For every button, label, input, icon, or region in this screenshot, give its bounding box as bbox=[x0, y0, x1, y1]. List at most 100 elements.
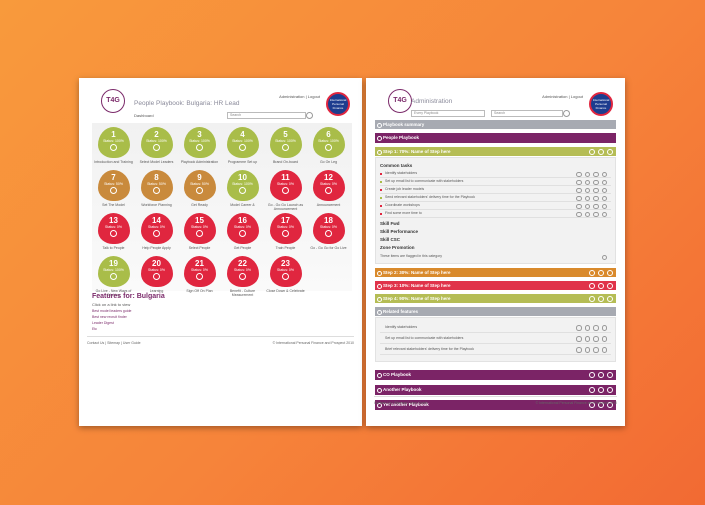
icon[interactable] bbox=[593, 195, 599, 201]
step-tile[interactable]: 16 Status: 0% Get People bbox=[221, 213, 264, 250]
step-tile[interactable]: 5 Status: 100% Brand On-board bbox=[264, 127, 307, 164]
icon[interactable] bbox=[598, 149, 604, 155]
icon[interactable] bbox=[576, 336, 582, 342]
icon[interactable] bbox=[593, 203, 599, 209]
icon[interactable] bbox=[593, 187, 599, 193]
icon[interactable] bbox=[593, 336, 599, 342]
task-text[interactable]: Send relevant stakeholders' delivery tim… bbox=[385, 195, 475, 199]
icon[interactable] bbox=[584, 179, 590, 185]
section-bar[interactable]: Step 1: 70%: Name of Step here bbox=[375, 147, 616, 156]
icon[interactable] bbox=[589, 296, 595, 302]
step-tile[interactable]: 3 Status: 100% Playbook Administration bbox=[178, 127, 221, 164]
icon[interactable] bbox=[576, 203, 582, 209]
icon[interactable] bbox=[601, 347, 607, 353]
icon[interactable] bbox=[607, 270, 613, 276]
step-tile[interactable]: 18 Status: 0% Go - Go Go for Go Live bbox=[307, 213, 350, 250]
icon[interactable] bbox=[576, 187, 582, 193]
subsection[interactable]: Zone Promotion bbox=[380, 245, 415, 250]
feature-link[interactable]: Etc bbox=[92, 327, 98, 331]
icon[interactable] bbox=[593, 179, 599, 185]
section-bar[interactable]: People Playbook bbox=[375, 133, 616, 143]
icon[interactable] bbox=[584, 187, 590, 193]
step-tile[interactable]: 10 Status: 100% Model Career & bbox=[221, 170, 264, 207]
icon[interactable] bbox=[584, 171, 590, 177]
icon[interactable] bbox=[593, 325, 599, 331]
icon[interactable] bbox=[584, 211, 590, 217]
icon[interactable] bbox=[589, 149, 595, 155]
step-tile[interactable]: 6 Status: 100% Go On Leg bbox=[307, 127, 350, 164]
step-tile[interactable]: 17 Status: 0% Train People bbox=[264, 213, 307, 250]
icon[interactable] bbox=[601, 187, 607, 193]
icon[interactable] bbox=[607, 283, 613, 289]
icon[interactable] bbox=[576, 179, 582, 185]
section-bar[interactable]: Another Playbook bbox=[375, 385, 616, 395]
icon[interactable] bbox=[607, 296, 613, 302]
subsection[interactable]: Skill CSC bbox=[380, 237, 401, 242]
icon[interactable] bbox=[593, 347, 599, 353]
step-tile[interactable]: 19 Status: 100% Go Live - New Ways of Work… bbox=[92, 256, 135, 297]
feature-link[interactable]: Leader Digest bbox=[92, 321, 114, 325]
icon[interactable] bbox=[576, 347, 582, 353]
subsection[interactable]: Skill Fwd bbox=[380, 221, 400, 226]
icon[interactable] bbox=[601, 203, 607, 209]
icon[interactable] bbox=[598, 296, 604, 302]
icon[interactable] bbox=[576, 195, 582, 201]
icon[interactable] bbox=[584, 325, 590, 331]
icon[interactable] bbox=[598, 402, 604, 408]
step-tile[interactable]: 15 Status: 0% Select People bbox=[178, 213, 221, 250]
icon[interactable] bbox=[601, 195, 607, 201]
step-tile[interactable]: 9 Status: 50% Get Ready bbox=[178, 170, 221, 207]
icon[interactable] bbox=[598, 387, 604, 393]
icon[interactable] bbox=[601, 171, 607, 177]
icon[interactable] bbox=[576, 171, 582, 177]
footer-link[interactable]: Contact Us bbox=[374, 401, 392, 405]
icon[interactable] bbox=[601, 336, 607, 342]
feature-link[interactable]: Best new recruit finder bbox=[92, 315, 127, 319]
step-tile[interactable]: 11 Status: 0% Go - Go Go Launch as Announc… bbox=[264, 170, 307, 211]
section-bar[interactable]: Step 2: 30%: Name of Step here bbox=[375, 268, 616, 277]
footer-link[interactable]: User Guide bbox=[122, 341, 141, 345]
footer-link[interactable]: Contact Us bbox=[87, 341, 105, 345]
admin-link[interactable]: Logout bbox=[570, 94, 583, 99]
nav-link[interactable]: Dashboard bbox=[134, 113, 154, 118]
icon[interactable] bbox=[593, 171, 599, 177]
step-tile[interactable]: 22 Status: 0% Benefit - Culture Measuremen… bbox=[221, 256, 264, 297]
section-bar[interactable]: CO Playbook bbox=[375, 370, 616, 380]
icon[interactable] bbox=[607, 372, 613, 378]
step-tile[interactable]: 21 Status: 0% Sign Off On Plan bbox=[178, 256, 221, 293]
subsection[interactable]: Skill Performance bbox=[380, 229, 419, 234]
icon[interactable] bbox=[598, 270, 604, 276]
feature-link[interactable]: Best model leaders guide bbox=[92, 309, 132, 313]
task-text[interactable]: Set up email list to communicate with st… bbox=[385, 179, 464, 183]
icon[interactable] bbox=[601, 254, 607, 260]
icon[interactable] bbox=[601, 325, 607, 331]
icon[interactable] bbox=[589, 387, 595, 393]
admin-link[interactable]: Administration bbox=[279, 94, 305, 99]
icon[interactable] bbox=[589, 372, 595, 378]
icon[interactable] bbox=[584, 336, 590, 342]
icon[interactable] bbox=[584, 203, 590, 209]
admin-link[interactable]: Administration bbox=[542, 94, 568, 99]
footer-link[interactable]: Sitemap bbox=[394, 401, 408, 405]
search-box[interactable]: Search bbox=[491, 110, 563, 117]
section-bar[interactable]: Yet another Playbook bbox=[375, 400, 616, 410]
section-bar[interactable]: Step 4: 90%: Name of Step here bbox=[375, 294, 616, 303]
step-tile[interactable]: 23 Status: 0% Close Down & Celebrate bbox=[264, 256, 307, 293]
step-tile[interactable]: 12 Status: 0% Announcement bbox=[307, 170, 350, 207]
icon[interactable] bbox=[589, 283, 595, 289]
icon[interactable] bbox=[598, 283, 604, 289]
footer-link[interactable]: Sitemap bbox=[107, 341, 121, 345]
step-tile[interactable]: 2 Status: 100% Select Model Leaders bbox=[135, 127, 178, 164]
step-tile[interactable]: 20 Status: 0% Learning bbox=[135, 256, 178, 293]
footer-link[interactable]: User Guide bbox=[409, 401, 428, 405]
task-text[interactable]: Coordinate workshops bbox=[385, 203, 420, 207]
task-text[interactable]: Identify stakeholders bbox=[385, 171, 418, 175]
task-text[interactable]: Create job leader models bbox=[385, 187, 425, 191]
search-button[interactable] bbox=[563, 110, 570, 117]
icon[interactable] bbox=[598, 372, 604, 378]
icon[interactable] bbox=[601, 179, 607, 185]
related-text[interactable]: Set up email list to communicate with st… bbox=[385, 336, 464, 340]
icon[interactable] bbox=[593, 211, 599, 217]
admin-link[interactable]: Logout bbox=[307, 94, 320, 99]
icon[interactable] bbox=[607, 387, 613, 393]
